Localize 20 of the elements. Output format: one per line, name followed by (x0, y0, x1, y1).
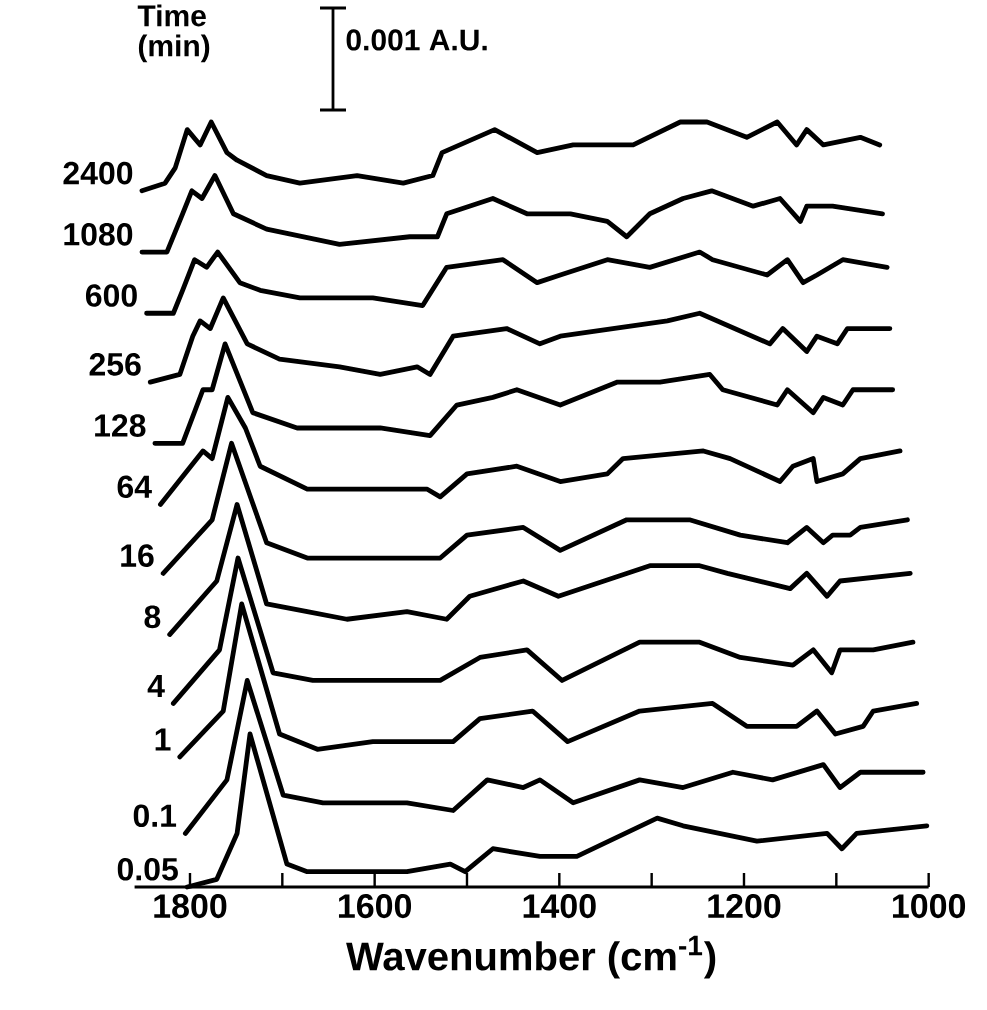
series-label: 0.05 (117, 857, 178, 881)
series-label: 1080 (64, 223, 133, 246)
x-tick-label: 1400 (523, 894, 596, 919)
series-label: 128 (95, 414, 146, 437)
series-label: 1 (155, 728, 171, 751)
series-label: 2400 (63, 161, 133, 185)
series-label: 0.1 (133, 804, 177, 828)
x-tick-label: 1800 (154, 894, 227, 919)
legend-title: Time (min) (137, 4, 210, 63)
series-label: 64 (117, 475, 152, 499)
series-label: 256 (89, 353, 141, 376)
x-axis-title: Wavenumber (cm$^{-1}$) (346, 935, 716, 979)
text: 0.001 A.U. (346, 29, 487, 51)
x-tick-label: 1600 (338, 894, 412, 919)
series-label: 4 (147, 674, 165, 697)
x-tick-label: 1000 (892, 894, 966, 919)
series-label: 16 (121, 544, 154, 567)
series-label: 8 (144, 605, 161, 629)
series-label: 600 (85, 284, 137, 307)
x-tick-label: 1200 (708, 894, 781, 919)
